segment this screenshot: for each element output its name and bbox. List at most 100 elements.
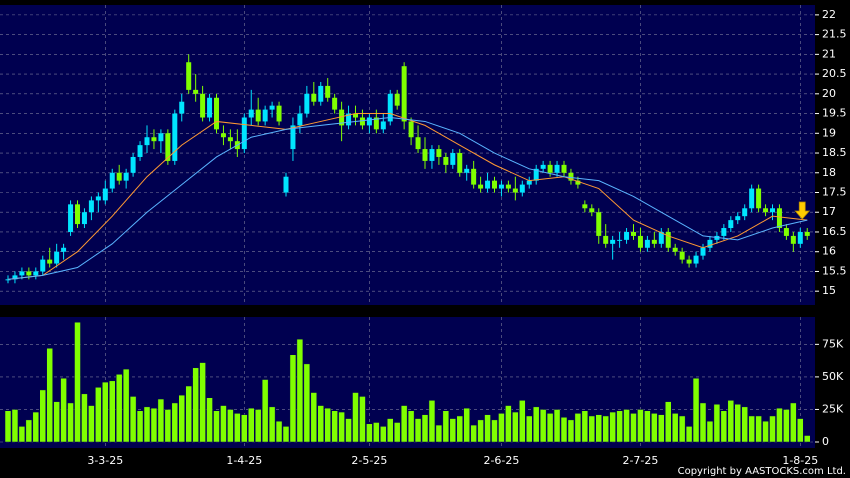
y-tick-label: 21 — [822, 47, 836, 60]
candle-body — [651, 239, 657, 244]
volume-bar — [713, 403, 721, 443]
volume-bar — [581, 410, 589, 443]
volume-bar — [463, 407, 470, 443]
candle-body — [540, 164, 546, 169]
volume-bar — [532, 406, 540, 443]
candle-body — [186, 62, 192, 90]
candle-body — [735, 216, 741, 221]
candle-body — [436, 149, 442, 157]
candle-body — [679, 251, 685, 260]
candle-body — [297, 113, 303, 126]
candle-body — [547, 164, 553, 173]
volume-bar — [421, 414, 429, 443]
candle-body — [568, 172, 574, 181]
candle-body — [158, 133, 164, 142]
y-tick-label: 22 — [822, 8, 836, 21]
candle-body — [408, 121, 414, 138]
candle-body — [700, 247, 706, 256]
copyright: Copyright by AASTOCKS.com Ltd. — [678, 466, 846, 477]
y-tick-label: 25K — [822, 402, 844, 415]
volume-bar — [88, 405, 95, 443]
volume-bar — [442, 410, 450, 443]
volume-bar — [651, 413, 658, 443]
candle-body — [193, 89, 199, 94]
candle-body — [505, 184, 511, 189]
volume-bar — [46, 348, 53, 443]
candle-body — [471, 168, 477, 185]
candle-body — [81, 212, 87, 225]
candle-body — [485, 180, 491, 189]
volume-bar — [275, 420, 283, 443]
volume-bar — [539, 409, 547, 443]
volume-bar — [602, 415, 609, 443]
candle-body — [200, 93, 206, 118]
x-tick-label: 2-6-25 — [483, 454, 519, 467]
candle-body — [617, 239, 623, 241]
volume-bar — [762, 420, 769, 443]
volume-bar — [477, 419, 484, 443]
candle-body — [304, 93, 310, 114]
candle-body — [380, 121, 386, 130]
volume-bar — [685, 426, 693, 443]
candle-body — [269, 105, 275, 110]
volume-bar — [60, 377, 67, 443]
volume-bar — [129, 396, 137, 443]
candle-body — [603, 235, 609, 244]
candle-body — [214, 97, 219, 130]
volume-bar — [220, 405, 227, 443]
candle-body — [33, 271, 39, 276]
candle-body — [728, 220, 734, 229]
candle-body — [19, 271, 25, 276]
x-tick-label: 1-4-25 — [226, 454, 262, 467]
volume-bar — [699, 402, 707, 443]
x-tick-label: 2-5-25 — [351, 454, 387, 467]
y-tick-label: 19 — [822, 126, 836, 139]
volume-bar — [505, 405, 512, 443]
candle-body — [88, 200, 94, 213]
candle-body — [5, 279, 11, 281]
volume-bar — [470, 424, 477, 443]
candle-body — [422, 149, 428, 161]
volume-bar — [227, 409, 234, 443]
volume-bar — [373, 422, 380, 443]
candle-body — [797, 231, 803, 244]
candle-body — [283, 176, 289, 193]
candle-body — [12, 275, 18, 280]
volume-bar — [804, 435, 811, 443]
candle-body — [68, 204, 74, 232]
volume-bar — [261, 379, 269, 443]
y-tick-label: 19.5 — [822, 107, 847, 120]
volume-bar — [678, 415, 686, 443]
volume-bar — [185, 385, 192, 443]
candle-body — [40, 259, 46, 272]
y-tick-label: 21.5 — [822, 28, 847, 41]
candle-body — [749, 188, 755, 209]
volume-bar — [553, 409, 561, 443]
candle-body — [387, 93, 393, 122]
candle-body — [227, 137, 233, 142]
candle-body — [624, 231, 630, 240]
candle-body — [311, 93, 317, 102]
volume-bar — [797, 418, 804, 443]
candle-body — [763, 208, 769, 213]
candle-body — [478, 184, 484, 189]
y-tick-label: 16 — [822, 245, 836, 258]
y-tick-label: 50K — [822, 370, 844, 383]
candle-body — [248, 109, 254, 118]
candle-body — [137, 145, 143, 157]
candle-body — [512, 188, 518, 193]
candle-body — [770, 208, 775, 213]
volume-bar — [734, 403, 741, 443]
candle-body — [130, 156, 136, 173]
candle-body — [241, 117, 247, 150]
volume-bar — [206, 397, 213, 443]
candle-body — [596, 212, 602, 236]
candle-body — [116, 172, 122, 181]
y-tick-label: 17.5 — [822, 186, 847, 199]
volume-bar — [338, 411, 345, 443]
volume-bar — [526, 415, 533, 443]
volume-bar — [4, 410, 12, 443]
volume-bar — [324, 407, 331, 443]
volume-bar — [268, 406, 276, 443]
candle-body — [109, 172, 115, 189]
